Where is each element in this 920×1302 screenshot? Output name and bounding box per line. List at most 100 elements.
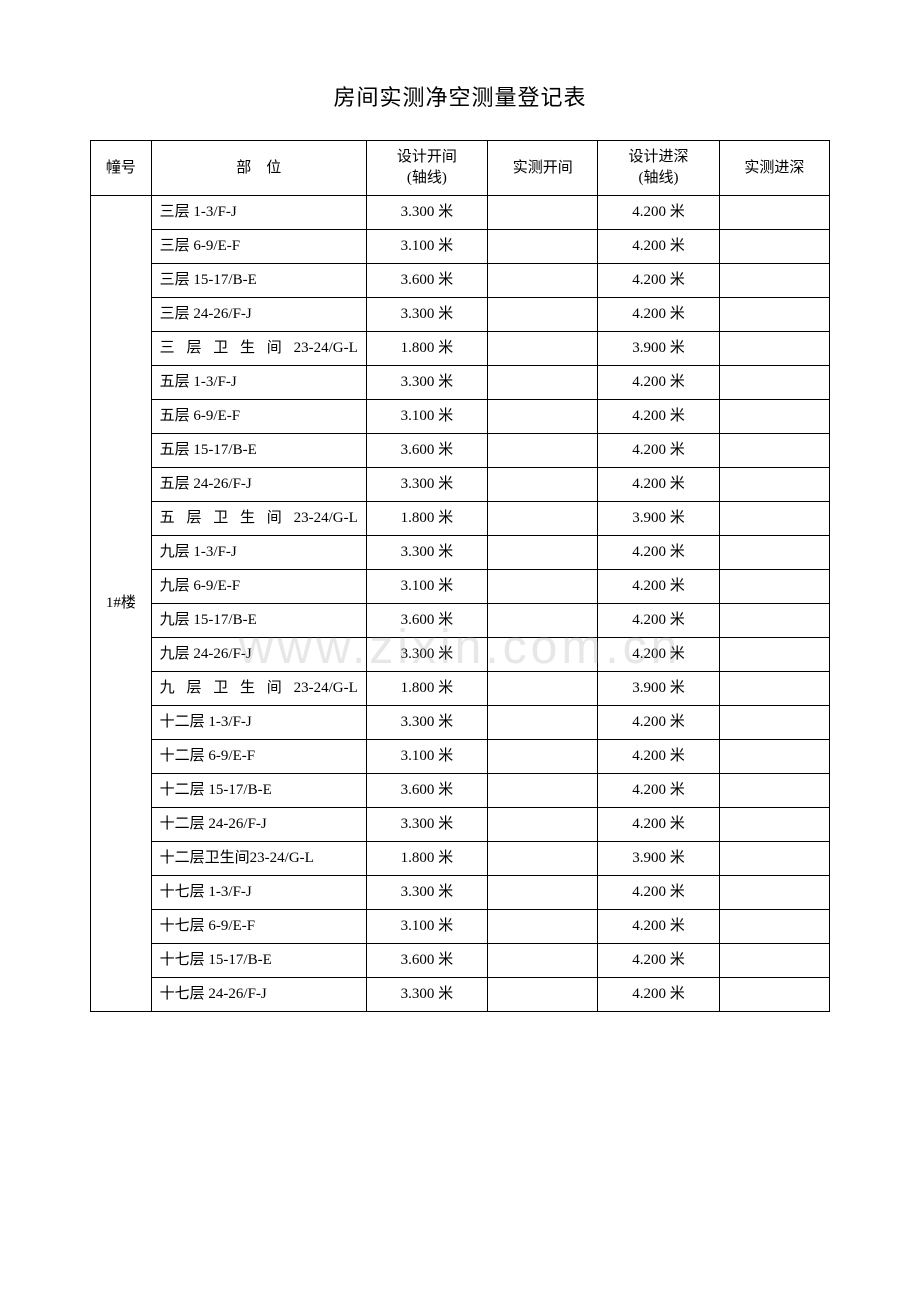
design-width-cell: 3.300 米 <box>366 706 487 740</box>
measured-depth-cell <box>719 264 829 298</box>
design-width-cell: 3.300 米 <box>366 876 487 910</box>
location-cell: 九 层 卫 生 间 23-24/G-L <box>151 672 366 706</box>
measured-width-cell <box>488 570 598 604</box>
design-depth-cell: 4.200 米 <box>598 808 719 842</box>
location-cell: 五 层 卫 生 间 23-24/G-L <box>151 502 366 536</box>
design-depth-cell: 3.900 米 <box>598 672 719 706</box>
table-row: 三层 6-9/E-F3.100 米4.200 米 <box>91 230 830 264</box>
location-cell: 十二层 6-9/E-F <box>151 740 366 774</box>
measured-width-cell <box>488 706 598 740</box>
design-depth-cell: 4.200 米 <box>598 366 719 400</box>
col-measured-depth: 实测进深 <box>719 141 829 196</box>
design-depth-cell: 4.200 米 <box>598 638 719 672</box>
table-row: 十二层 24-26/F-J3.300 米4.200 米 <box>91 808 830 842</box>
measured-width-cell <box>488 944 598 978</box>
table-row: 十七层 6-9/E-F3.100 米4.200 米 <box>91 910 830 944</box>
table-row: 三层 15-17/B-E3.600 米4.200 米 <box>91 264 830 298</box>
measured-depth-cell <box>719 332 829 366</box>
design-width-cell: 3.300 米 <box>366 196 487 230</box>
table-body: 1#楼三层 1-3/F-J3.300 米4.200 米三层 6-9/E-F3.1… <box>91 196 830 1012</box>
design-width-cell: 3.100 米 <box>366 400 487 434</box>
measurement-table: 幢号 部 位 设计开间 (轴线) 实测开间 设计进深 (轴线) 实测进深 1#楼… <box>90 140 830 1012</box>
table-row: 十二层 15-17/B-E3.600 米4.200 米 <box>91 774 830 808</box>
design-width-cell: 1.800 米 <box>366 672 487 706</box>
location-cell: 九层 15-17/B-E <box>151 604 366 638</box>
measured-depth-cell <box>719 536 829 570</box>
page-title: 房间实测净空测量登记表 <box>90 80 830 112</box>
measured-depth-cell <box>719 434 829 468</box>
table-row: 五层 15-17/B-E3.600 米4.200 米 <box>91 434 830 468</box>
design-depth-cell: 3.900 米 <box>598 332 719 366</box>
design-depth-cell: 4.200 米 <box>598 230 719 264</box>
location-cell: 十二层 15-17/B-E <box>151 774 366 808</box>
measured-depth-cell <box>719 740 829 774</box>
measured-width-cell <box>488 400 598 434</box>
measured-width-cell <box>488 808 598 842</box>
table-row: 五层 1-3/F-J3.300 米4.200 米 <box>91 366 830 400</box>
design-depth-cell: 4.200 米 <box>598 434 719 468</box>
location-cell: 十二层 1-3/F-J <box>151 706 366 740</box>
location-cell: 五层 15-17/B-E <box>151 434 366 468</box>
table-row: 十七层 1-3/F-J3.300 米 4.200 米 <box>91 876 830 910</box>
table-row: 三 层 卫 生 间 23-24/G-L1.800 米 3.900 米 <box>91 332 830 366</box>
table-row: 十二层 1-3/F-J3.300 米4.200 米 <box>91 706 830 740</box>
design-depth-cell: 3.900 米 <box>598 502 719 536</box>
location-cell: 三层 24-26/F-J <box>151 298 366 332</box>
table-header-row: 幢号 部 位 设计开间 (轴线) 实测开间 设计进深 (轴线) 实测进深 <box>91 141 830 196</box>
design-width-cell: 3.100 米 <box>366 910 487 944</box>
design-width-cell: 3.600 米 <box>366 604 487 638</box>
location-cell: 十七层 1-3/F-J <box>151 876 366 910</box>
measured-depth-cell <box>719 468 829 502</box>
measured-depth-cell <box>719 706 829 740</box>
col-building: 幢号 <box>91 141 152 196</box>
design-depth-cell: 4.200 米 <box>598 298 719 332</box>
measured-width-cell <box>488 332 598 366</box>
measured-depth-cell <box>719 230 829 264</box>
measured-width-cell <box>488 604 598 638</box>
col-design-depth-l2: (轴线) <box>639 170 679 186</box>
table-row: 九层 15-17/B-E3.600 米 4.200 米 <box>91 604 830 638</box>
design-depth-cell: 4.200 米 <box>598 604 719 638</box>
measured-width-cell <box>488 298 598 332</box>
measured-depth-cell <box>719 196 829 230</box>
col-location: 部 位 <box>151 141 366 196</box>
measured-width-cell <box>488 672 598 706</box>
measured-depth-cell <box>719 638 829 672</box>
design-width-cell: 3.300 米 <box>366 536 487 570</box>
measured-width-cell <box>488 638 598 672</box>
col-measured-width: 实测开间 <box>488 141 598 196</box>
design-depth-cell: 4.200 米 <box>598 264 719 298</box>
measured-depth-cell <box>719 604 829 638</box>
measured-width-cell <box>488 468 598 502</box>
measured-depth-cell <box>719 570 829 604</box>
measured-depth-cell <box>719 774 829 808</box>
design-depth-cell: 4.200 米 <box>598 774 719 808</box>
table-row: 九层 1-3/F-J3.300 米4.200 米 <box>91 536 830 570</box>
measured-width-cell <box>488 264 598 298</box>
measured-width-cell <box>488 876 598 910</box>
table-row: 十七层 24-26/F-J3.300 米4.200 米 <box>91 978 830 1012</box>
measured-width-cell <box>488 740 598 774</box>
design-width-cell: 1.800 米 <box>366 332 487 366</box>
measured-width-cell <box>488 842 598 876</box>
measured-depth-cell <box>719 808 829 842</box>
design-width-cell: 3.300 米 <box>366 298 487 332</box>
design-width-cell: 3.300 米 <box>366 638 487 672</box>
measured-depth-cell <box>719 400 829 434</box>
location-cell: 五层 6-9/E-F <box>151 400 366 434</box>
table-row: 五 层 卫 生 间 23-24/G-L1.800 米 3.900 米 <box>91 502 830 536</box>
location-cell: 九层 24-26/F-J <box>151 638 366 672</box>
location-cell: 五层 1-3/F-J <box>151 366 366 400</box>
design-width-cell: 1.800 米 <box>366 502 487 536</box>
location-cell: 三层 6-9/E-F <box>151 230 366 264</box>
col-design-width-l1: 设计开间 <box>397 149 457 165</box>
design-width-cell: 3.100 米 <box>366 740 487 774</box>
design-depth-cell: 4.200 米 <box>598 876 719 910</box>
location-cell: 三 层 卫 生 间 23-24/G-L <box>151 332 366 366</box>
location-cell: 九层 6-9/E-F <box>151 570 366 604</box>
location-cell: 三层 15-17/B-E <box>151 264 366 298</box>
design-width-cell: 3.600 米 <box>366 944 487 978</box>
table-row: 五层 6-9/E-F3.100 米4.200 米 <box>91 400 830 434</box>
design-width-cell: 3.300 米 <box>366 808 487 842</box>
measured-width-cell <box>488 230 598 264</box>
